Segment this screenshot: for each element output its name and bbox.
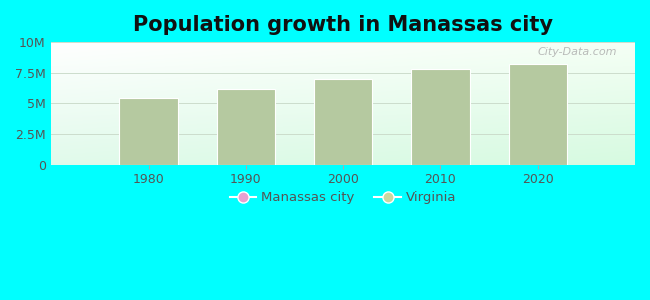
- Text: City-Data.com: City-Data.com: [538, 47, 617, 57]
- Bar: [120, 98, 177, 165]
- Bar: [411, 69, 469, 165]
- Bar: [314, 79, 372, 165]
- Bar: [216, 88, 275, 165]
- Bar: [508, 64, 567, 165]
- Title: Population growth in Manassas city: Population growth in Manassas city: [133, 15, 553, 35]
- Legend: Manassas city, Virginia: Manassas city, Virginia: [224, 186, 462, 209]
